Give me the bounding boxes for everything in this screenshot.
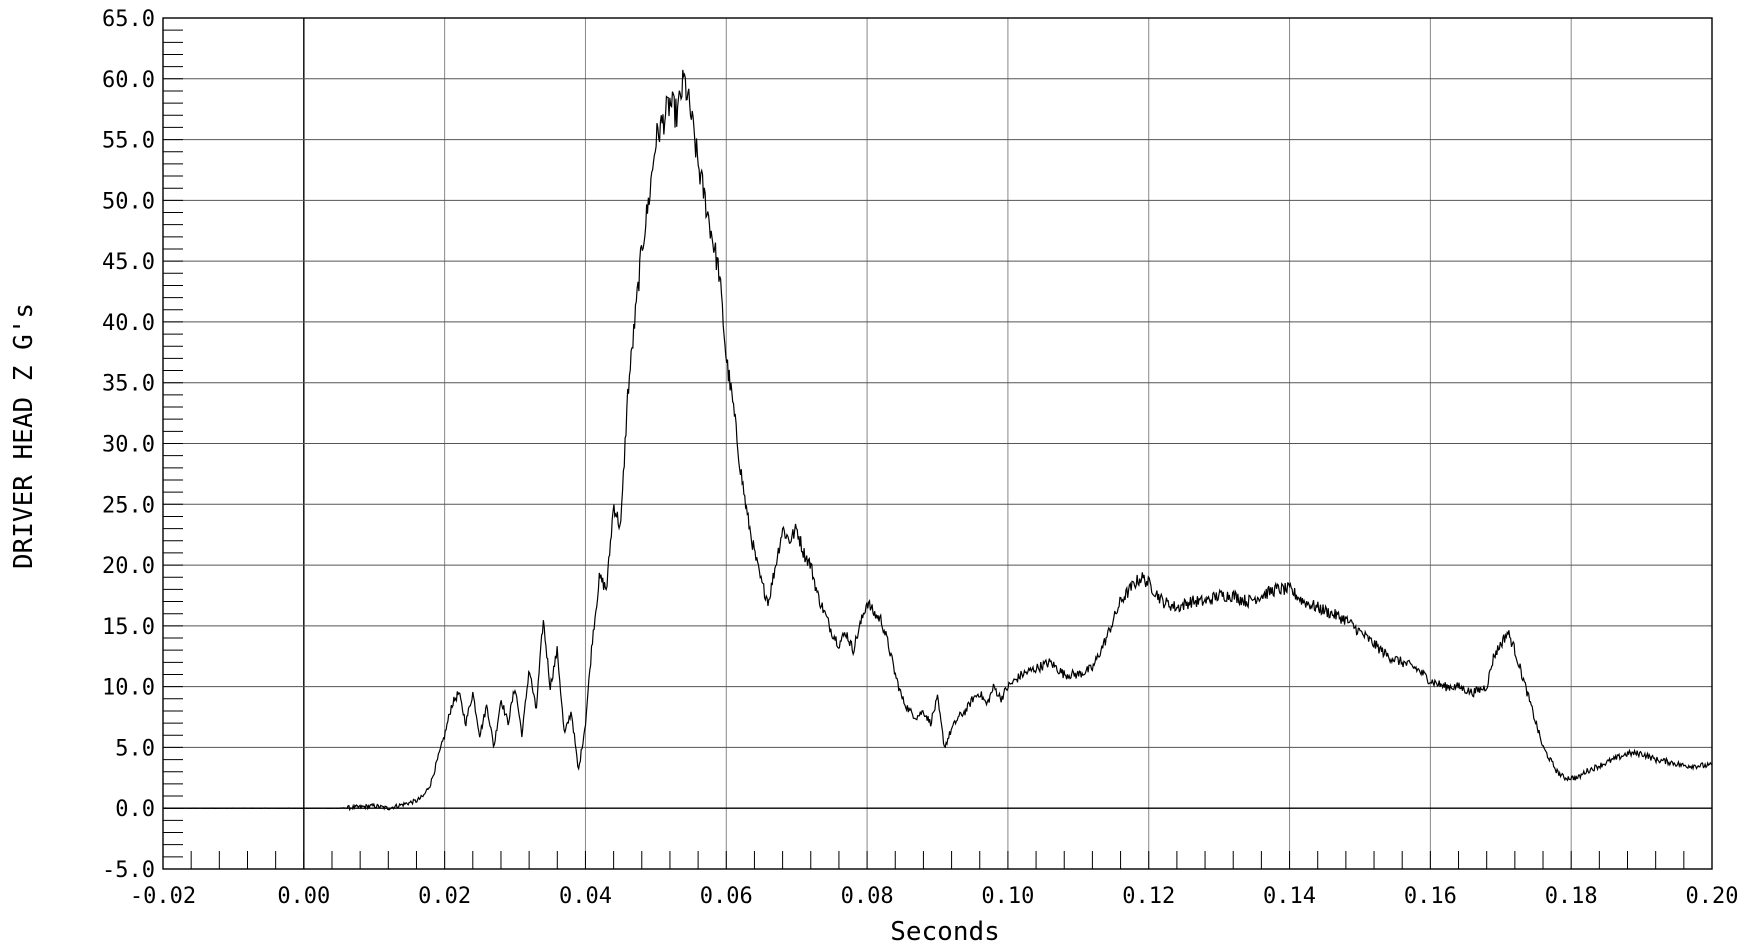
x-tick-label: -0.02 — [130, 884, 196, 909]
x-tick-label: 0.02 — [418, 884, 471, 909]
y-tick-label: 25.0 — [102, 493, 155, 518]
x-tick-label: 0.06 — [700, 884, 753, 909]
x-tick-label: 0.20 — [1686, 884, 1739, 909]
y-tick-label: 60.0 — [102, 68, 155, 93]
series-line — [162, 69, 1713, 812]
y-tick-label: 15.0 — [102, 615, 155, 640]
y-tick-label: 40.0 — [102, 311, 155, 336]
x-tick-label: 0.14 — [1263, 884, 1316, 909]
x-tick-label: 0.08 — [841, 884, 894, 909]
x-tick-label: 0.10 — [981, 884, 1034, 909]
minor-ticks — [162, 17, 1713, 870]
y-tick-label: -5.0 — [102, 858, 155, 883]
y-tick-label: 0.0 — [115, 797, 155, 822]
y-tick-labels: -5.0 0.0 5.0 10.0 15.0 20.0 25.0 30.0 35.0 40.0 45… — [102, 7, 155, 883]
x-tick-label: 0.12 — [1122, 884, 1175, 909]
y-tick-label: 10.0 — [102, 676, 155, 701]
plot-frame — [162, 17, 1713, 870]
y-tick-label: 20.0 — [102, 554, 155, 579]
x-tick-label: 0.18 — [1545, 884, 1598, 909]
x-tick-labels: -0.02 0.00 0.02 0.04 0.06 0.08 0.10 0.12 0.14 0.1… — [130, 884, 1739, 909]
y-tick-label: 35.0 — [102, 372, 155, 397]
series-group — [162, 69, 1713, 812]
x-tick-label: 0.04 — [559, 884, 612, 909]
y-tick-label: 5.0 — [115, 736, 155, 761]
plot-border — [162, 17, 1713, 870]
y-tick-label: 30.0 — [102, 433, 155, 458]
grid — [162, 17, 1713, 870]
x-tick-label: 0.16 — [1404, 884, 1457, 909]
x-axis-title: Seconds — [890, 917, 1000, 947]
y-tick-label: 55.0 — [102, 129, 155, 154]
y-tick-label: 50.0 — [102, 189, 155, 214]
y-axis-title: DRIVER HEAD Z G's — [9, 303, 39, 569]
y-tick-label: 45.0 — [102, 250, 155, 275]
y-tick-label: 65.0 — [102, 7, 155, 32]
x-tick-label: 0.00 — [277, 884, 330, 909]
